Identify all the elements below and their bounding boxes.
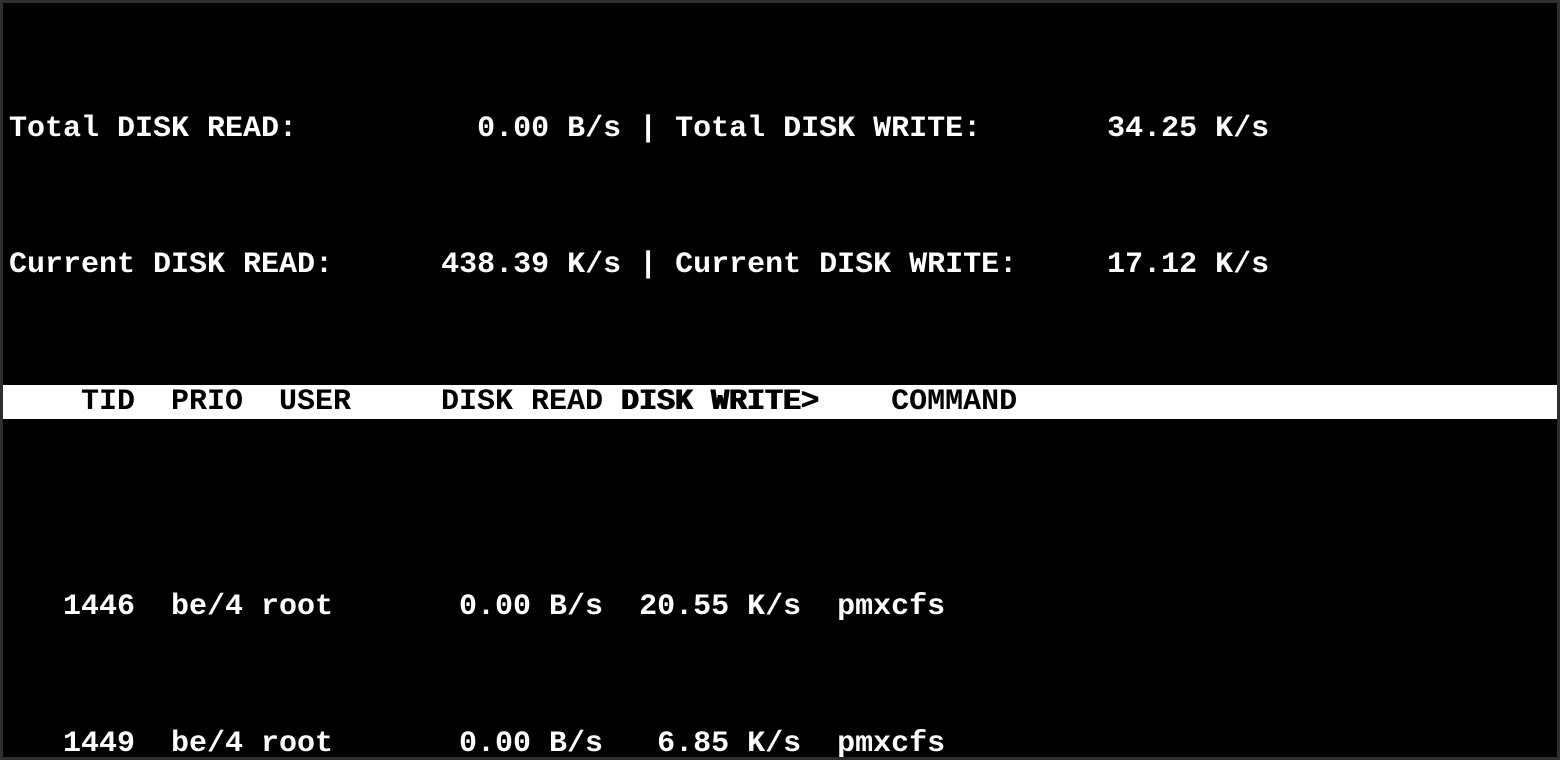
header-tid: TID bbox=[81, 385, 136, 420]
process-disk-write: 6.85 K/s bbox=[657, 727, 802, 760]
header-prio: PRIO bbox=[171, 385, 244, 420]
table-header-row: TID PRIO USER DISK READ DISK WRITE > COM… bbox=[3, 385, 1557, 420]
summary-current-write: Current DISK WRITE: 17.12 K/s bbox=[675, 248, 1269, 282]
sort-column-spacer bbox=[801, 727, 819, 757]
process-prio: be/4 bbox=[171, 590, 244, 625]
current-disk-write-label: Current DISK WRITE: bbox=[675, 248, 1018, 283]
header-disk-read: DISK READ bbox=[441, 385, 604, 420]
process-row: 1446 be/4 root 0.00 B/s 20.55 K/s pmxcfs bbox=[9, 590, 1557, 624]
total-disk-write-value: 34.25 K/s bbox=[1107, 111, 1270, 146]
current-disk-read-value: 438.39 K/s bbox=[441, 248, 622, 283]
process-disk-read: 0.00 B/s bbox=[459, 590, 604, 625]
summary-separator: | bbox=[639, 111, 658, 146]
process-tid: 1449 bbox=[63, 727, 136, 760]
total-disk-read-value: 0.00 B/s bbox=[477, 111, 622, 146]
process-command: pmxcfs bbox=[837, 590, 946, 625]
summary-total-read: Total DISK READ: 0.00 B/s bbox=[9, 112, 621, 146]
process-user: root bbox=[261, 727, 334, 760]
process-prio: be/4 bbox=[171, 727, 244, 760]
header-command: COMMAND bbox=[891, 385, 1018, 420]
process-list: 1446 be/4 root 0.00 B/s 20.55 K/s pmxcfs… bbox=[9, 522, 1557, 760]
total-disk-read-label: Total DISK READ: bbox=[9, 111, 298, 146]
total-disk-write-label: Total DISK WRITE: bbox=[675, 111, 982, 146]
summary-current-read: Current DISK READ: 438.39 K/s bbox=[9, 248, 621, 282]
current-disk-read-label: Current DISK READ: bbox=[9, 248, 334, 283]
process-user: root bbox=[261, 590, 334, 625]
process-disk-write: 20.55 K/s bbox=[639, 590, 802, 625]
sort-column-spacer bbox=[801, 590, 819, 624]
process-row: 1449 be/4 root 0.00 B/s 6.85 K/s pmxcfs bbox=[9, 727, 1557, 760]
summary-current-line: Current DISK READ: 438.39 K/s | Current DIS… bbox=[9, 248, 1557, 282]
summary-total-line: Total DISK READ: 0.00 B/s | Total DISK WRIT… bbox=[9, 112, 1557, 146]
summary-separator: | bbox=[639, 248, 658, 283]
process-disk-read: 0.00 B/s bbox=[459, 727, 604, 760]
iotop-screen[interactable]: Total DISK READ: 0.00 B/s | Total DISK WRIT… bbox=[3, 3, 1557, 760]
current-disk-write-value: 17.12 K/s bbox=[1107, 248, 1270, 283]
header-disk-write-sorted: DISK WRITE bbox=[621, 385, 802, 420]
process-command: pmxcfs bbox=[837, 727, 946, 760]
header-user: USER bbox=[279, 385, 352, 420]
summary-total-write: Total DISK WRITE: 34.25 K/s bbox=[675, 112, 1269, 146]
sort-direction-indicator: > bbox=[801, 385, 820, 420]
process-tid: 1446 bbox=[63, 590, 136, 625]
